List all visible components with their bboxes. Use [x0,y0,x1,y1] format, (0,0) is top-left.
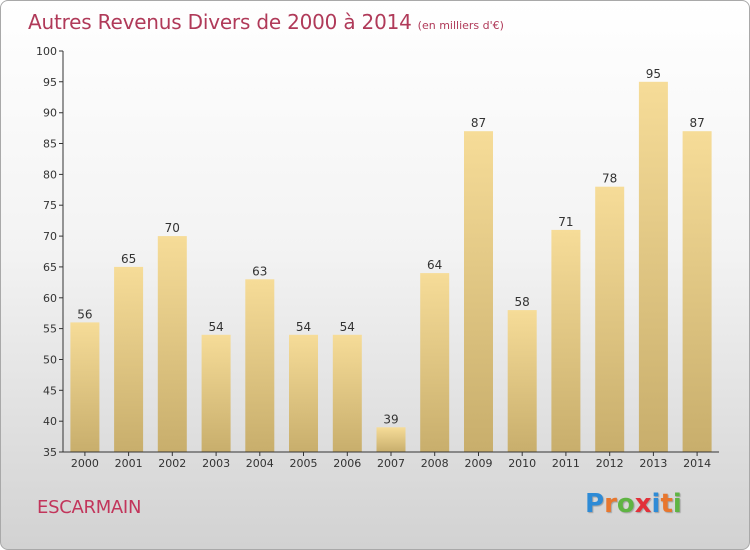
logo-letter-1: r [604,489,617,519]
y-tick-label-45: 45 [43,384,57,397]
x-tick-label-2010: 2010 [508,457,536,470]
y-tick-label-80: 80 [43,168,57,181]
data-label-2009: 87 [471,116,486,130]
bar-2003 [201,334,231,452]
x-tick-label-2004: 2004 [246,457,274,470]
chart-title: Autres Revenus Divers de 2000 à 2014 (en … [28,10,504,34]
y-tick-label-100: 100 [36,45,57,58]
bar-2010 [507,310,537,452]
x-tick-label-2012: 2012 [596,457,624,470]
logo-letter-5: t [660,489,673,519]
data-label-2004: 63 [252,264,267,278]
x-tick-label-2008: 2008 [421,457,449,470]
data-label-2003: 54 [208,320,223,334]
logo-letter-2: o [616,489,635,519]
y-tick-label-95: 95 [43,76,57,89]
commune-name: ESCARMAIN [37,497,142,518]
x-tick-label-2002: 2002 [158,457,186,470]
proxiti-logo[interactable]: Proxiti [585,489,682,519]
x-tick-label-2003: 2003 [202,457,230,470]
bar-2006 [332,334,362,452]
data-label-2008: 64 [427,258,442,272]
bar-2000 [70,322,100,452]
bar-2013 [638,81,668,453]
y-tick-label-85: 85 [43,138,57,151]
x-tick-label-2005: 2005 [290,457,318,470]
data-label-2002: 70 [165,221,180,235]
x-tick-label-2007: 2007 [377,457,405,470]
y-tick-label-55: 55 [43,323,57,336]
data-label-2000: 56 [77,307,92,321]
data-label-2010: 58 [515,295,530,309]
bar-2004 [245,279,275,452]
bar-2005 [289,334,318,452]
data-label-2013: 95 [646,67,661,81]
bars-layer: 56 65 70 54 63 54 54 39 64 87 58 71 78 95 87 [70,67,712,453]
bar-2009 [464,131,493,452]
y-tick-label-90: 90 [43,107,57,120]
x-tick-label-2011: 2011 [552,457,580,470]
logo-letter-0: P [585,489,605,519]
data-label-2001: 65 [121,252,136,266]
y-tick-label-40: 40 [43,415,57,428]
y-tick-label-60: 60 [43,292,57,305]
chart-subtitle: (en milliers d'€) [417,19,504,32]
logo-letter-6: i [672,489,682,519]
y-tick-label-75: 75 [43,199,57,212]
data-label-2011: 71 [558,215,573,229]
y-tick-label-65: 65 [43,261,57,274]
x-tick-label-2000: 2000 [71,457,99,470]
chart-title-text: Autres Revenus Divers de 2000 à 2014 [28,10,412,34]
data-label-2005: 54 [296,320,311,334]
x-tick-label-2006: 2006 [333,457,361,470]
bar-2014 [682,131,712,452]
y-tick-label-50: 50 [43,354,57,367]
bar-2002 [157,236,187,452]
data-label-2006: 54 [340,320,355,334]
bar-2008 [420,273,450,452]
data-label-2012: 78 [602,172,617,186]
x-tick-label-2001: 2001 [115,457,143,470]
x-tick-label-2009: 2009 [465,457,493,470]
axes: 2000 2001 2002 2003 2004 2005 2006 2007 2008 2009… [36,45,719,470]
logo-letter-4: i [651,489,661,519]
bar-2001 [114,266,144,452]
y-tick-label-35: 35 [43,446,57,459]
bar-2011 [551,229,581,452]
bar-2012 [595,186,625,452]
x-tick-label-2013: 2013 [639,457,667,470]
y-tick-label-70: 70 [43,230,57,243]
logo-letter-3: x [634,489,652,519]
data-label-2007: 39 [383,412,398,426]
x-tick-label-2014: 2014 [683,457,711,470]
data-label-2014: 87 [689,116,704,130]
bar-2007 [376,427,406,452]
